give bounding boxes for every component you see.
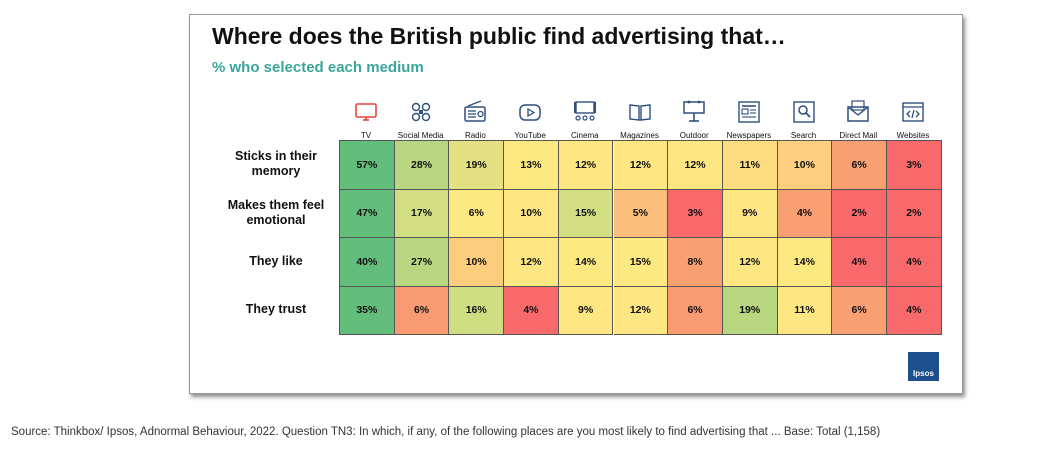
column-header-magazines: Magazines bbox=[613, 97, 667, 153]
column-header-radio: Radio bbox=[448, 97, 502, 153]
heatmap-cell: 5% bbox=[613, 189, 669, 238]
heatmap-cell: 19% bbox=[449, 141, 505, 190]
radio-icon bbox=[464, 100, 487, 122]
column-label: YouTube bbox=[514, 131, 546, 140]
mail-icon bbox=[847, 100, 870, 122]
cinema-icon bbox=[573, 101, 596, 121]
heatmap-cell: 4% bbox=[887, 286, 942, 335]
column-label: Radio bbox=[464, 131, 486, 140]
column-header-outdoor: Outdoor bbox=[667, 97, 721, 153]
heatmap-cell: 57% bbox=[340, 141, 395, 190]
heatmap-cell: 2% bbox=[832, 189, 887, 238]
youtube-icon bbox=[519, 104, 541, 121]
heatmap-cell: 2% bbox=[887, 189, 942, 238]
newspaper-icon bbox=[738, 101, 760, 123]
heatmap-cell: 13% bbox=[504, 141, 559, 190]
chart-title: Where does the British public find adver… bbox=[212, 23, 786, 49]
ipsos-logo: Ipsos bbox=[908, 352, 939, 381]
column-label: TV bbox=[360, 131, 372, 140]
social-media-icon bbox=[411, 102, 430, 122]
column-label: Direct Mail bbox=[839, 131, 878, 140]
heatmap-cell: 27% bbox=[394, 238, 450, 287]
column-header-cinema: Cinema bbox=[558, 97, 612, 153]
heatmap-cell: 14% bbox=[558, 238, 614, 287]
column-header-tv: TV bbox=[339, 97, 393, 153]
heatmap-cell: 28% bbox=[394, 141, 450, 190]
column-label: Cinema bbox=[571, 131, 599, 140]
heatmap-cell: 8% bbox=[668, 238, 723, 287]
heatmap-cell: 19% bbox=[722, 286, 778, 335]
column-header-youtube: YouTube bbox=[503, 97, 557, 153]
column-header-websites: Websites bbox=[886, 97, 940, 153]
column-header-newspapers: Newspapers bbox=[722, 97, 776, 153]
billboard-icon bbox=[683, 100, 705, 122]
column-label: Search bbox=[790, 131, 817, 140]
column-label: Magazines bbox=[620, 131, 659, 140]
heatmap-cell: 12% bbox=[558, 141, 614, 190]
heatmap-cell: 3% bbox=[668, 189, 723, 238]
heatmap-cell: 16% bbox=[449, 286, 505, 335]
heatmap-cell: 12% bbox=[722, 238, 778, 287]
column-label: Websites bbox=[896, 131, 930, 140]
row-label: Sticks in their memory bbox=[235, 149, 317, 179]
heatmap-cell: 10% bbox=[777, 141, 833, 190]
source-note: Source: Thinkbox/ Ipsos, Adnormal Behavi… bbox=[11, 426, 881, 438]
heatmap-grid: 57% 28% 19% 13% 12% 12% 12% 11% 10% 6% 3% 47% 17% 6% 1… bbox=[339, 140, 942, 335]
row-label: Makes them feel emotional bbox=[227, 197, 325, 227]
chart-card: Where does the British public find adver… bbox=[189, 14, 963, 394]
heatmap-cell: 10% bbox=[504, 189, 559, 238]
heatmap-cell: 10% bbox=[449, 238, 505, 287]
heatmap-cell: 11% bbox=[777, 286, 833, 335]
heatmap-cell: 4% bbox=[777, 189, 833, 238]
heatmap-cell: 12% bbox=[613, 141, 669, 190]
row-label: They like bbox=[249, 253, 303, 268]
heatmap-cell: 9% bbox=[558, 286, 614, 335]
heatmap-cell: 12% bbox=[668, 141, 723, 190]
heatmap-cell: 6% bbox=[394, 286, 450, 335]
heatmap-cell: 9% bbox=[722, 189, 778, 238]
heatmap-cell: 35% bbox=[340, 286, 395, 335]
search-icon bbox=[792, 101, 815, 123]
heatmap-cell: 12% bbox=[613, 286, 669, 335]
heatmap-cell: 4% bbox=[887, 238, 942, 287]
heatmap-cell: 40% bbox=[340, 238, 395, 287]
column-header-social-media: Social Media bbox=[394, 97, 448, 153]
heatmap-cell: 4% bbox=[832, 238, 887, 287]
heatmap-cell: 15% bbox=[558, 189, 614, 238]
column-label: Newspapers bbox=[726, 131, 772, 140]
heatmap-cell: 12% bbox=[504, 238, 559, 287]
heatmap-cell: 6% bbox=[832, 286, 887, 335]
heatmap-cell: 17% bbox=[394, 189, 450, 238]
magazine-icon bbox=[628, 104, 651, 121]
column-header-search: Search bbox=[777, 97, 831, 153]
code-icon bbox=[902, 102, 924, 122]
heatmap-cell: 11% bbox=[722, 141, 778, 190]
column-header-direct-mail: Direct Mail bbox=[831, 97, 885, 153]
heatmap-cell: 4% bbox=[504, 286, 559, 335]
heatmap-cell: 47% bbox=[340, 189, 395, 238]
heatmap-cell: 6% bbox=[449, 189, 505, 238]
heatmap-cell: 3% bbox=[887, 141, 942, 190]
heatmap-cell: 6% bbox=[668, 286, 723, 335]
heatmap-cell: 15% bbox=[613, 238, 669, 287]
tv-icon bbox=[355, 103, 377, 121]
row-label: They trust bbox=[245, 302, 307, 317]
column-label: Social Media bbox=[397, 131, 444, 140]
heatmap-cell: 6% bbox=[832, 141, 887, 190]
column-label: Outdoor bbox=[679, 131, 709, 140]
chart-subtitle: % who selected each medium bbox=[212, 59, 424, 76]
heatmap-cell: 14% bbox=[777, 238, 833, 287]
